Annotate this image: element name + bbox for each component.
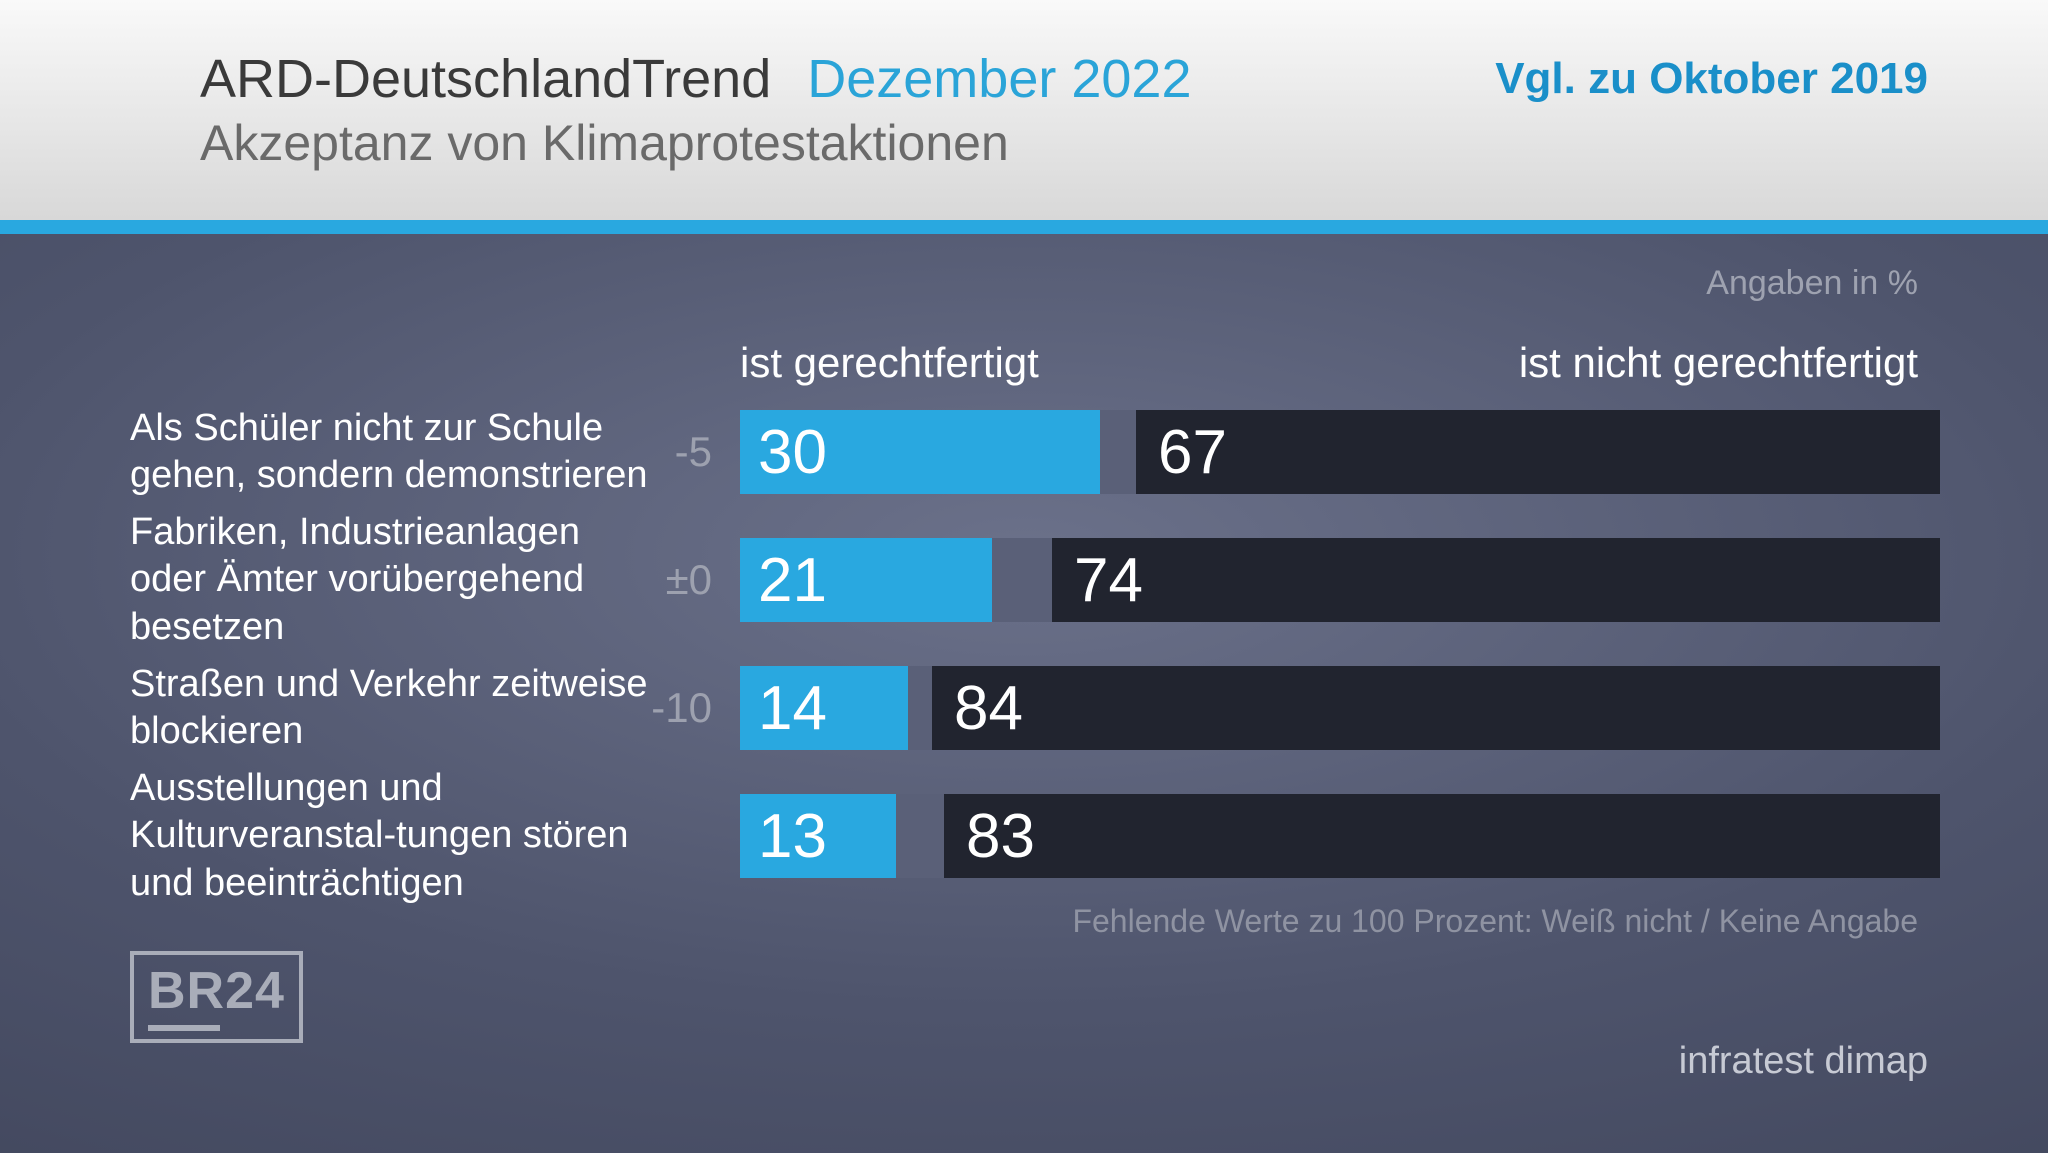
subtitle: Akzeptanz von Klimaprotestaktionen [200,114,1868,172]
column-headers: ist gerechtfertigt ist nicht gerechtfert… [130,339,1958,387]
bar-gap [908,666,932,750]
row-label: Als Schüler nicht zur Schule gehen, sond… [130,405,650,500]
broadcaster-logo: BR24 [130,951,303,1043]
bar-justified: 21 [740,538,992,622]
infographic-page: ARD-DeutschlandTrend Dezember 2022 Akzep… [0,0,2048,1153]
title-main: ARD-DeutschlandTrend [200,48,771,110]
row-bars: 14 84 [740,666,1958,750]
header-spacer-delta [650,339,730,387]
row-label: Straßen und Verkehr zeitweise blockieren [130,661,650,756]
chart-rows: Als Schüler nicht zur Schule gehen, sond… [130,407,1958,881]
logo-text-main: BR [148,962,225,1020]
title-date: Dezember 2022 [807,48,1191,110]
bar-gap [1100,410,1136,494]
row-delta: -5 [650,428,730,476]
col-header-justified: ist gerechtfertigt [740,339,1318,387]
chart-row: Straßen und Verkehr zeitweise blockieren… [130,663,1958,753]
chart-row: Fabriken, Industrieanlagen oder Ämter vo… [130,535,1958,625]
header: ARD-DeutschlandTrend Dezember 2022 Akzep… [0,0,2048,220]
row-delta: ±0 [650,556,730,604]
bar-not-justified: 74 [1052,538,1940,622]
bar-not-justified: 83 [944,794,1940,878]
logo-box: BR24 [130,951,303,1043]
bar-not-justified: 84 [932,666,1940,750]
logo-text-suffix: 24 [225,962,285,1020]
row-label: Ausstellungen und Kulturveranstal-tungen… [130,765,650,908]
logo-underline [148,1025,220,1031]
bar-justified: 14 [740,666,908,750]
bar-gap [992,538,1052,622]
chart-body: Angaben in % ist gerechtfertigt ist nich… [0,234,2048,1153]
row-bars: 30 67 [740,410,1958,494]
chart-row: Als Schüler nicht zur Schule gehen, sond… [130,407,1958,497]
bar-justified: 30 [740,410,1100,494]
accent-bar [0,220,2048,234]
row-bars: 13 83 [740,794,1958,878]
compare-label: Vgl. zu Oktober 2019 [1495,54,1928,104]
header-spacer-label [130,339,650,387]
bar-not-justified: 67 [1136,410,1940,494]
col-header-not-justified: ist nicht gerechtfertigt [1318,339,1958,387]
unit-label: Angaben in % [130,264,1958,303]
bar-justified: 13 [740,794,896,878]
bar-gap [896,794,944,878]
source-label: infratest dimap [1679,1040,1928,1083]
footnote: Fehlende Werte zu 100 Prozent: Weiß nich… [130,903,1958,940]
row-bars: 21 74 [740,538,1958,622]
chart-row: Ausstellungen und Kulturveranstal-tungen… [130,791,1958,881]
row-label: Fabriken, Industrieanlagen oder Ämter vo… [130,509,650,652]
row-delta: -10 [650,684,730,732]
